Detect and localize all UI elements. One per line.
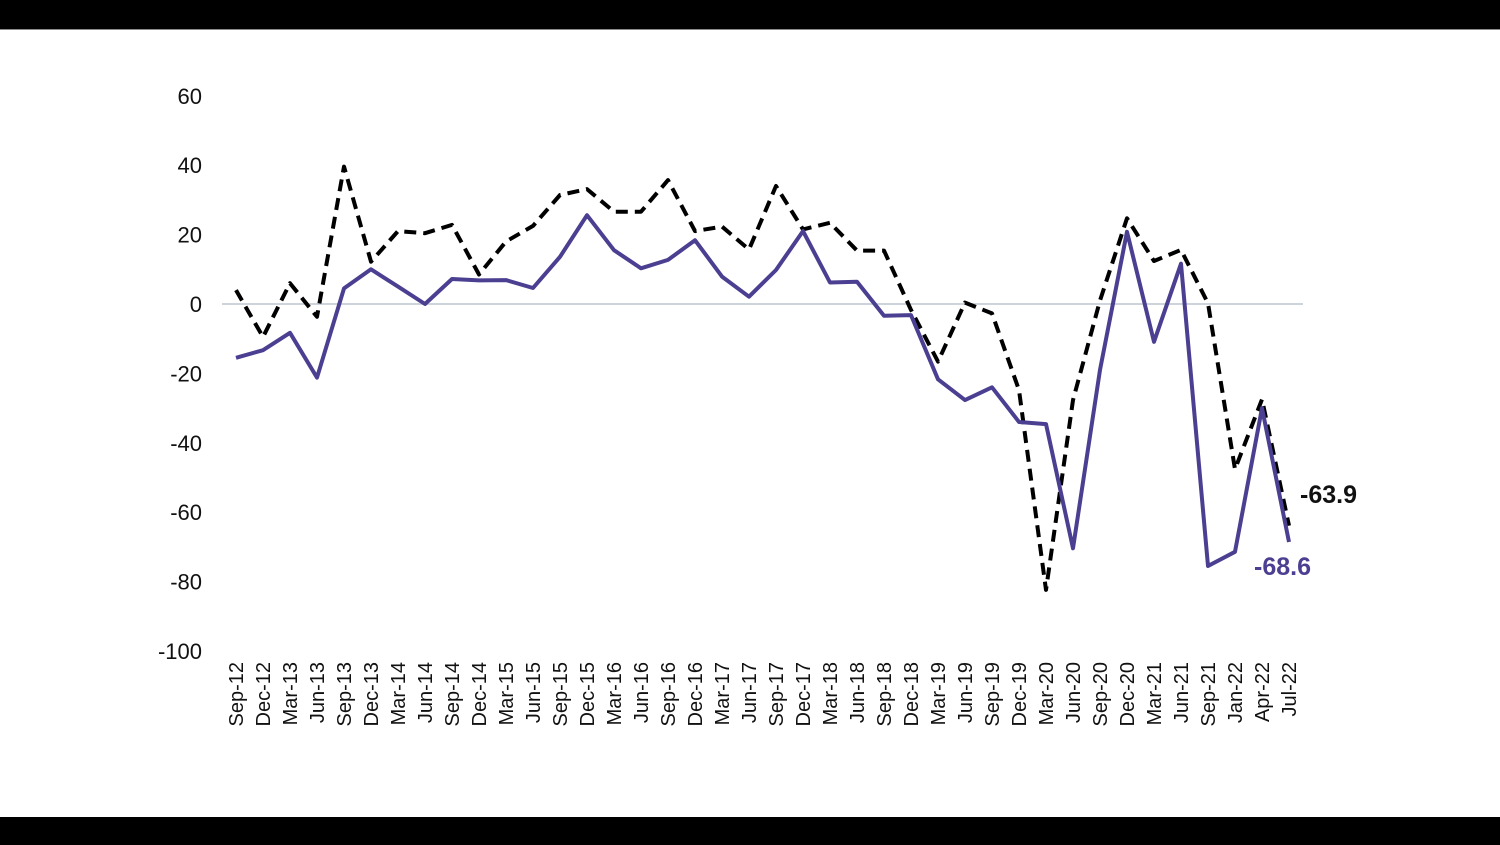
x-tick-label: Jan-22 xyxy=(1225,662,1247,723)
x-tick-label: Apr-22 xyxy=(1252,662,1274,722)
x-tick-label: Mar-16 xyxy=(604,662,626,725)
x-tick-label: Dec-12 xyxy=(253,662,275,726)
y-tick-label: -100 xyxy=(158,639,202,664)
x-tick-label: Mar-15 xyxy=(496,662,518,725)
x-tick-label: Jun-16 xyxy=(631,662,653,723)
x-tick-label: Sep-19 xyxy=(982,662,1004,727)
y-tick-label: -60 xyxy=(170,500,202,525)
solid-series-line xyxy=(235,213,1291,568)
y-tick-label: 40 xyxy=(178,153,202,178)
x-tick-label: Jun-18 xyxy=(847,662,869,723)
x-tick-label: Sep-16 xyxy=(658,662,680,727)
x-tick-label: Dec-16 xyxy=(685,662,707,726)
bottom-letterbox-bar xyxy=(0,817,1500,845)
y-tick-label: 20 xyxy=(178,223,202,248)
x-tick-label: Dec-15 xyxy=(577,662,599,726)
top-letterbox-edge xyxy=(0,29,1500,30)
x-tick-label: Jul-22 xyxy=(1279,662,1301,716)
x-tick-label: Mar-18 xyxy=(820,662,842,725)
x-tick-label: Jun-15 xyxy=(523,662,545,723)
y-tick-label: 0 xyxy=(190,292,202,317)
x-tick-label: Mar-14 xyxy=(388,662,410,725)
x-tick-label: Dec-17 xyxy=(793,662,815,726)
x-tick-label: Sep-17 xyxy=(766,662,788,727)
x-axis: Sep-12 Dec-12 Mar-13 Jun-13 Sep-13 Dec-13 Mar-… xyxy=(226,662,1301,727)
solid-series-end-label: -68.6 xyxy=(1254,553,1311,581)
dashed-series-end-label: -63.9 xyxy=(1300,481,1357,509)
x-tick-label: Sep-14 xyxy=(442,662,464,727)
y-axis: 60 40 20 0 -20 -40 -60 -80 -100 xyxy=(158,84,202,664)
x-tick-label: Jun-20 xyxy=(1063,662,1085,723)
dashed-series-line xyxy=(234,164,1291,592)
x-tick-label: Dec-18 xyxy=(901,662,923,726)
x-tick-label: Jun-14 xyxy=(415,662,437,723)
y-tick-label: -20 xyxy=(170,361,202,386)
x-tick-label: Sep-18 xyxy=(874,662,896,727)
y-tick-label: 60 xyxy=(178,84,202,109)
top-letterbox-bar xyxy=(0,0,1500,29)
x-tick-label: Sep-20 xyxy=(1090,662,1112,727)
x-tick-label: Dec-19 xyxy=(1009,662,1031,726)
x-tick-label: Jun-13 xyxy=(307,662,329,723)
y-tick-label: -40 xyxy=(170,431,202,456)
x-tick-label: Dec-14 xyxy=(469,662,491,726)
x-tick-label: Jun-21 xyxy=(1171,662,1193,723)
x-tick-label: Mar-17 xyxy=(712,662,734,725)
y-tick-label: -80 xyxy=(170,570,202,595)
x-tick-label: Mar-20 xyxy=(1036,662,1058,725)
x-tick-label: Jun-17 xyxy=(739,662,761,723)
x-tick-label: Sep-15 xyxy=(550,662,572,727)
x-tick-label: Mar-21 xyxy=(1144,662,1166,725)
x-tick-label: Sep-12 xyxy=(226,662,248,727)
x-tick-label: Jun-19 xyxy=(955,662,977,723)
x-tick-label: Sep-13 xyxy=(334,662,356,727)
x-tick-label: Dec-13 xyxy=(361,662,383,726)
x-tick-label: Sep-21 xyxy=(1198,662,1220,727)
x-tick-label: Dec-20 xyxy=(1117,662,1139,726)
x-tick-label: Mar-13 xyxy=(280,662,302,725)
x-tick-label: Mar-19 xyxy=(928,662,950,725)
